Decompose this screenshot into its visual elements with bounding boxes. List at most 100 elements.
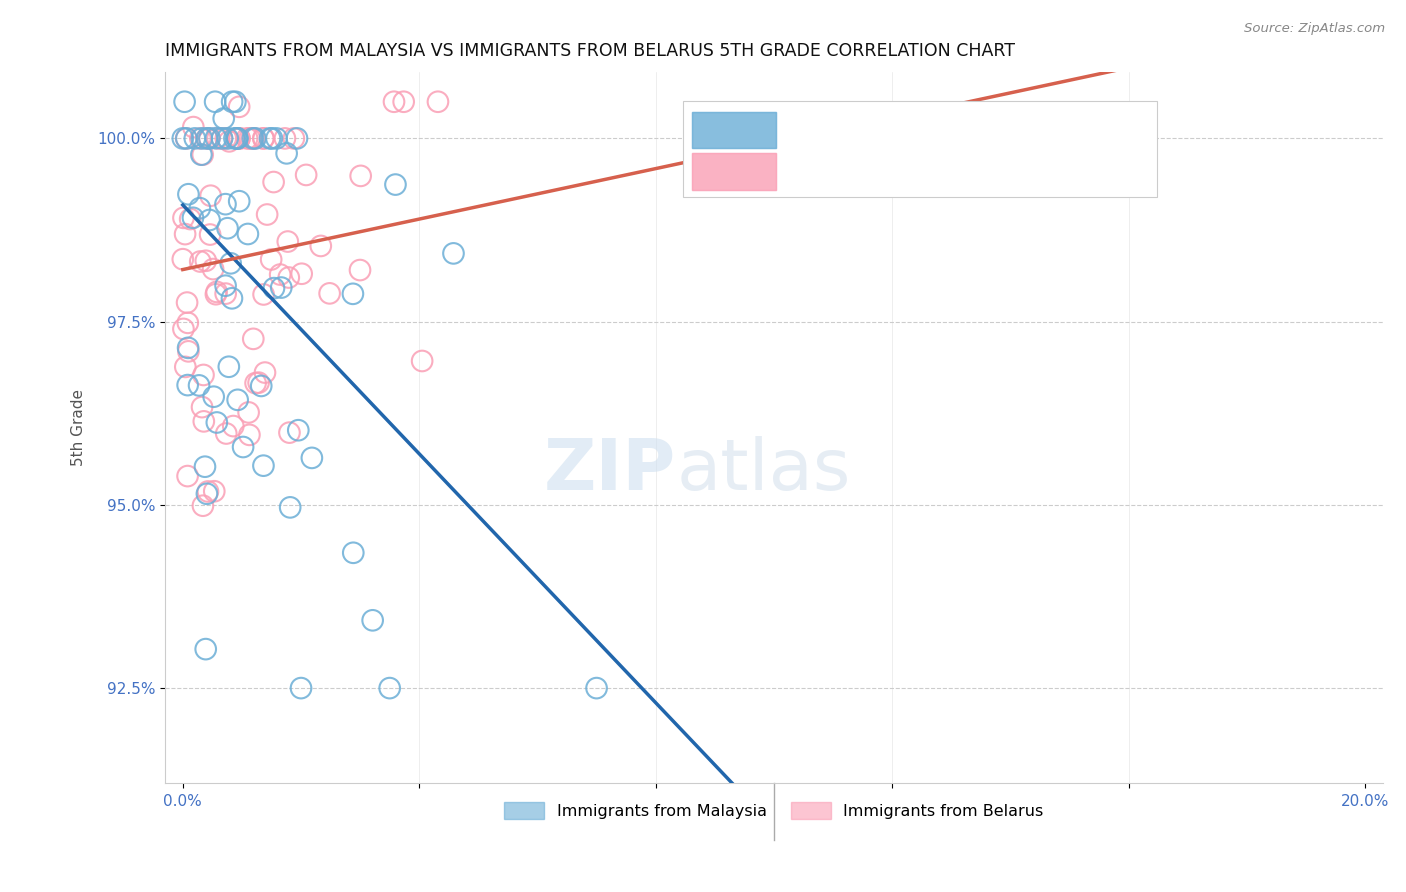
Point (194, 253, 217, 268)
Point (214, 278, 236, 293)
Point (309, 239, 332, 253)
Text: IMMIGRANTS FROM MALAYSIA VS IMMIGRANTS FROM BELARUS 5TH GRADE CORRELATION CHART: IMMIGRANTS FROM MALAYSIA VS IMMIGRANTS F… (165, 42, 1015, 60)
Point (198, 227, 221, 242)
Point (384, 178, 406, 192)
Point (232, 440, 254, 454)
Point (177, 316, 200, 330)
Point (378, 681, 401, 695)
Point (443, 246, 465, 260)
Text: R = 0.170   N = 63: R = 0.170 N = 63 (786, 120, 956, 137)
Point (198, 131, 221, 145)
Point (218, 359, 240, 374)
Point (188, 378, 211, 392)
Point (228, 194, 250, 209)
Point (263, 175, 285, 189)
Point (188, 131, 211, 145)
Point (260, 131, 283, 145)
Point (411, 354, 433, 368)
Point (174, 131, 197, 145)
Point (238, 405, 260, 419)
Point (259, 131, 281, 145)
Point (215, 131, 238, 145)
Point (207, 131, 229, 145)
Point (226, 131, 249, 145)
Point (174, 359, 197, 374)
Point (198, 131, 221, 145)
Text: ZIP: ZIP (544, 436, 676, 505)
Text: 20.0%: 20.0% (1341, 795, 1389, 809)
Point (349, 263, 371, 277)
Point (277, 235, 299, 249)
Point (191, 400, 214, 414)
Point (285, 131, 308, 145)
Point (226, 131, 249, 145)
Point (224, 95, 246, 109)
Point (173, 95, 195, 109)
Point (278, 425, 301, 440)
Point (276, 146, 298, 161)
Point (211, 131, 233, 145)
Point (205, 131, 228, 145)
Point (266, 131, 288, 145)
Point (205, 416, 228, 430)
Point (219, 256, 242, 270)
Point (226, 392, 249, 407)
Point (274, 131, 297, 145)
Point (195, 487, 218, 501)
Point (245, 131, 267, 145)
FancyBboxPatch shape (692, 153, 776, 190)
Point (179, 212, 201, 227)
Point (342, 286, 364, 301)
Point (202, 390, 225, 404)
Point (188, 254, 211, 268)
Point (426, 95, 449, 109)
Point (195, 131, 218, 145)
Point (278, 500, 301, 515)
Point (176, 131, 198, 145)
Point (350, 169, 373, 183)
Point (252, 131, 274, 145)
Point (172, 322, 194, 336)
Point (318, 286, 340, 301)
Point (197, 484, 219, 499)
Point (226, 131, 249, 145)
Point (177, 187, 200, 202)
Point (252, 287, 274, 301)
Point (361, 613, 384, 627)
Point (215, 426, 238, 441)
Point (191, 147, 214, 161)
Point (585, 681, 607, 695)
Point (190, 147, 212, 161)
Point (242, 131, 264, 145)
Point (176, 469, 198, 483)
Point (243, 131, 266, 145)
Point (195, 131, 218, 145)
Point (240, 131, 263, 145)
Point (228, 131, 250, 145)
Point (236, 131, 259, 145)
Point (193, 368, 215, 382)
Point (191, 131, 214, 145)
Point (174, 227, 197, 241)
Point (1088, 131, 1111, 145)
Point (290, 681, 312, 695)
Point (226, 131, 249, 145)
Point (245, 376, 267, 391)
Point (172, 252, 194, 267)
Point (239, 131, 262, 145)
Point (283, 131, 305, 145)
Point (270, 280, 292, 294)
Point (238, 428, 260, 442)
Point (247, 376, 270, 390)
Point (177, 341, 200, 355)
Point (191, 499, 214, 513)
Point (222, 419, 245, 434)
Text: Source: ZipAtlas.com: Source: ZipAtlas.com (1244, 22, 1385, 36)
Point (183, 120, 205, 134)
Point (181, 211, 204, 225)
Point (205, 285, 228, 299)
FancyBboxPatch shape (682, 101, 1157, 197)
Point (188, 201, 211, 215)
Point (218, 134, 240, 148)
Y-axis label: 5th Grade: 5th Grade (72, 390, 86, 467)
